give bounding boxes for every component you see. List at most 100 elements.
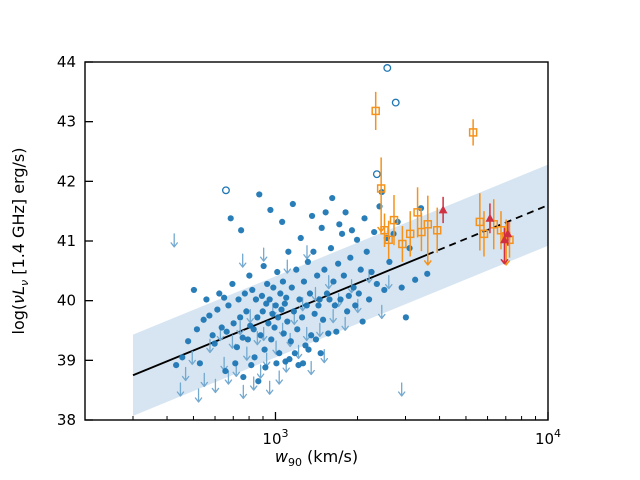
data-point-detection <box>264 280 271 288</box>
data-point-detection <box>244 336 251 343</box>
data-point-detection <box>266 296 273 303</box>
y-tick-label: 44 <box>57 53 76 71</box>
data-point-detection <box>323 290 331 297</box>
y-tick-label: 43 <box>57 113 76 131</box>
data-point-detection <box>294 326 301 333</box>
data-point-detection <box>347 254 354 261</box>
data-point-detection <box>209 332 216 339</box>
data-point-detection <box>310 248 317 255</box>
data-point-detection <box>278 306 285 313</box>
data-point-red-triangle <box>438 205 448 214</box>
data-point-detection <box>271 324 278 331</box>
data-point-detection <box>223 328 230 335</box>
data-point-detection <box>342 209 349 216</box>
data-point-orange-square <box>380 226 389 235</box>
data-point-detection <box>288 284 295 291</box>
data-point-detection <box>257 332 264 339</box>
data-point-detection <box>289 200 296 208</box>
data-point-detection <box>290 308 297 315</box>
data-point-detection <box>308 332 315 339</box>
down-arrow-icon <box>253 331 262 346</box>
data-point-red-triangle <box>485 213 495 222</box>
data-point-detection <box>298 314 306 321</box>
down-arrow-icon <box>238 253 247 268</box>
down-arrow-icon <box>423 252 432 266</box>
data-point-detection <box>326 296 333 303</box>
data-point-detection <box>344 308 351 315</box>
data-point-detection <box>325 330 332 337</box>
data-point-detection <box>293 266 300 273</box>
data-point-detection <box>296 296 303 303</box>
data-point-detection <box>371 228 378 236</box>
data-point-orange-square <box>479 229 489 239</box>
data-point-detection <box>272 302 279 309</box>
data-point-detection <box>279 218 286 226</box>
y-axis-label-pre: log( <box>9 304 28 335</box>
down-arrow-icon <box>397 382 406 397</box>
data-point-orange-square <box>489 220 498 229</box>
data-point-detection <box>327 245 335 252</box>
y-tick-label: 41 <box>57 232 76 250</box>
data-point-detection <box>277 290 284 297</box>
data-point-detection <box>200 316 207 323</box>
data-point-detection <box>254 314 261 321</box>
data-point-detection <box>230 320 237 327</box>
data-point-detection <box>331 302 338 309</box>
data-point-detection <box>299 360 307 367</box>
data-point-detection <box>314 272 321 279</box>
data-point-detection <box>263 300 270 307</box>
data-point-detection <box>279 278 287 285</box>
data-point-detection <box>311 310 318 317</box>
data-point-orange-square <box>468 128 478 137</box>
down-arrow-icon <box>200 372 209 388</box>
data-point-detection <box>318 224 325 231</box>
data-point-detection <box>317 350 324 357</box>
down-arrow-icon <box>170 233 178 248</box>
data-point-open-circle <box>372 170 381 179</box>
y-axis-label-variable: νL <box>9 286 28 304</box>
x-axis-label: w90 (km/s) <box>275 447 358 469</box>
down-arrow-icon <box>206 338 214 354</box>
data-point-detection <box>221 294 228 301</box>
down-arrow-icon <box>324 274 333 290</box>
data-point-detection <box>222 367 229 375</box>
data-point-detection <box>273 360 280 367</box>
data-point-orange-square <box>398 239 407 249</box>
data-point-detection <box>353 236 361 243</box>
data-point-detection <box>274 268 281 276</box>
down-arrow-icon <box>239 384 248 400</box>
data-point-detection <box>238 227 245 234</box>
data-point-orange-square <box>376 184 386 193</box>
data-point-detection <box>284 318 291 325</box>
data-point-detection <box>243 308 250 315</box>
data-point-detection <box>258 292 266 299</box>
y-tick-label: 40 <box>57 292 76 310</box>
data-point-detection <box>216 290 223 297</box>
data-point-detection <box>424 270 431 277</box>
data-point-detection <box>291 350 298 357</box>
upper-limits-group <box>170 233 406 403</box>
data-point-detection <box>206 312 213 319</box>
data-point-detection <box>255 378 262 385</box>
data-point-detection <box>305 346 312 353</box>
x-axis-label-units: (km/s) <box>302 447 358 466</box>
down-arrow-icon <box>378 304 386 320</box>
data-point-orange-square <box>417 227 426 237</box>
data-point-red-triangle <box>500 235 509 244</box>
data-point-detection <box>365 296 373 303</box>
down-arrow-icon <box>243 346 251 361</box>
data-point-detection <box>361 215 368 222</box>
data-point-detection <box>240 373 247 381</box>
data-point-detection <box>218 324 225 331</box>
red-triangles-group <box>438 196 513 265</box>
data-point-detection <box>350 284 357 291</box>
data-point-detection <box>300 278 308 285</box>
data-point-detection <box>402 314 409 321</box>
data-point-detection <box>270 284 277 291</box>
down-arrow-icon <box>316 322 324 337</box>
data-point-detection <box>381 286 388 294</box>
data-point-detection <box>330 278 337 285</box>
data-point-detection <box>248 362 255 369</box>
down-arrow-icon <box>224 370 233 385</box>
